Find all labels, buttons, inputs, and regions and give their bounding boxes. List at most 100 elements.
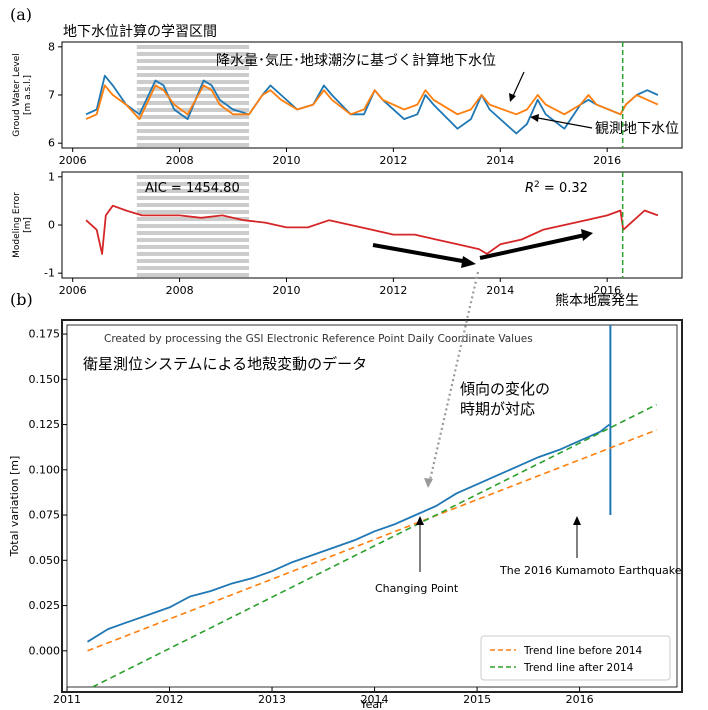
changing-point-arrow-head (416, 516, 424, 525)
training-stripe (136, 94, 250, 98)
y-tick-label: -1 (44, 267, 55, 280)
trend-arrow-down-head (461, 256, 476, 268)
x-tick-label: 2016 (566, 693, 594, 706)
training-stripe (136, 87, 250, 91)
x-tick-label: 2008 (166, 154, 194, 167)
observed-arrow (537, 117, 593, 129)
training-stripe (136, 231, 250, 235)
x-tick-label: 2006 (59, 154, 87, 167)
series-computed (85, 84, 659, 120)
trend-arrow-down (372, 243, 469, 264)
training-stripe (136, 129, 250, 133)
legend-label-after: Trend line after 2014 (523, 662, 634, 674)
x-tick-label: 2013 (258, 693, 286, 706)
y-tick-label: 7 (48, 89, 55, 102)
y-tick-label: 8 (48, 40, 55, 53)
training-stripe (136, 189, 250, 193)
legend-box (480, 635, 671, 681)
training-stripe (136, 80, 250, 84)
series-trend_before (87, 429, 657, 652)
changing-point-label: Changing Point (375, 582, 459, 595)
c2-ticks: 2006 2008 2010 2012 2014 2016 -1 0 1 (44, 170, 621, 297)
training-stripe (136, 252, 250, 256)
r2-value: = 0.32 (540, 181, 588, 196)
correspondence-connector (428, 271, 480, 481)
x-tick-label: 2006 (59, 284, 87, 297)
legend-label-before: Trend line before 2014 (523, 645, 643, 657)
x-tick-label: 2016 (593, 154, 621, 167)
training-stripe (136, 73, 250, 77)
total-variation-chart: 2011 2012 2013 2014 2015 2016 0.000 0.025 0.050 0… (8, 319, 683, 710)
c1-ylabel-1: Groud Water Level (12, 53, 22, 136)
y-tick-label: 0.050 (29, 554, 61, 567)
observed-arrow-head (530, 114, 539, 122)
x-tick-label: 2012 (379, 284, 407, 297)
kumamoto-arrow-head (573, 516, 581, 525)
y-tick-label: 0.100 (29, 463, 61, 476)
kumamoto-label: The 2016 Kumamoto Earthquake (499, 564, 682, 577)
series-trend_after (92, 403, 657, 688)
x-tick-label: 2014 (486, 154, 514, 167)
training-stripe (136, 217, 250, 221)
groundwater-chart: 2006 2008 2010 2012 2014 2016 6 7 8 Groud Water … (12, 40, 683, 167)
c2-training-band (136, 175, 250, 277)
legend: Trend line before 2014 Trend line after … (480, 635, 671, 681)
y-tick-label: 0.150 (29, 373, 61, 386)
training-stripe (136, 143, 250, 147)
y-tick-label: 1 (48, 170, 55, 183)
y-tick-label: 0.000 (29, 644, 61, 657)
computed-arrow-head (509, 93, 516, 102)
training-stripe (136, 52, 250, 56)
learning-period-label: 地下水位計算の学習区間 (63, 24, 217, 40)
r2-letter: R (525, 181, 534, 196)
computed-arrow (512, 71, 525, 97)
x-tick-label: 2016 (593, 284, 621, 297)
series-error (85, 204, 659, 255)
training-stripe (136, 175, 250, 179)
y-tick-label: 0.125 (29, 418, 61, 431)
c3-outer-frame (61, 319, 683, 693)
r2-label: R2 = 0.32 (525, 180, 588, 196)
correspondence-connector-head (424, 478, 433, 488)
x-tick-label: 2011 (53, 693, 81, 706)
trend-change-label-2: 時期が対応 (460, 400, 535, 418)
series-observed (85, 74, 659, 135)
x-tick-label: 2012 (156, 693, 184, 706)
training-stripe (136, 182, 250, 186)
training-stripe (136, 59, 250, 63)
panel-label-a: (a) (10, 5, 32, 24)
panel-label-b: (b) (10, 290, 33, 309)
training-stripe (136, 224, 250, 228)
trend-arrow-up-head (581, 229, 593, 241)
c2-ylabel-1: Modeling Error (12, 192, 22, 258)
x-tick-label: 2010 (272, 154, 300, 167)
training-stripe (136, 136, 250, 140)
computed-level-label: 降水量･気圧･地球潮汐に基づく計算地下水位 (216, 52, 496, 69)
y-tick-label: 0 (48, 219, 55, 232)
modeling-error-chart: 2006 2008 2010 2012 2014 2016 -1 0 1 Modeling Er… (12, 170, 683, 297)
c3-series (87, 325, 657, 688)
training-stripe (136, 108, 250, 112)
observed-level-label: 観測地下水位 (595, 120, 679, 137)
credit-text: Created by processing the GSI Electronic… (104, 333, 533, 345)
x-tick-label: 2014 (486, 284, 514, 297)
y-tick-label: 6 (48, 137, 55, 150)
trend-arrow-up (479, 233, 586, 260)
y-tick-label: 0.025 (29, 599, 61, 612)
earthquake-label: 熊本地震発生 (555, 293, 639, 309)
trend-change-label-1: 傾向の変化の (460, 380, 550, 398)
c2-ylabel-2: [m] (23, 217, 33, 233)
training-stripe (136, 122, 250, 126)
training-stripe (136, 203, 250, 207)
training-stripe (136, 273, 250, 277)
c1-ylabel-2: [m a.s.l.] (23, 75, 33, 115)
x-tick-label: 2008 (166, 284, 194, 297)
training-stripe (136, 238, 250, 242)
aic-label: AIC = 1454.80 (145, 181, 240, 196)
training-stripe (136, 266, 250, 270)
gnss-data-label: 衛星測位システムによる地殻変動のデータ (83, 355, 367, 373)
y-tick-label: 0.175 (29, 328, 61, 341)
x-tick-label: 2012 (379, 154, 407, 167)
c3-frame (66, 324, 678, 688)
